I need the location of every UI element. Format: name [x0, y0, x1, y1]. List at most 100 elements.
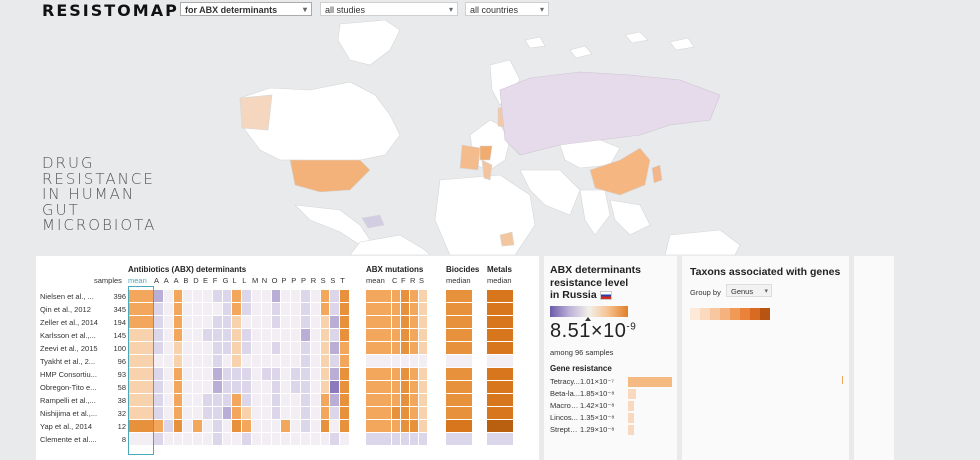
- heatmap-cell[interactable]: [301, 394, 310, 406]
- heatmap-cell[interactable]: [330, 290, 340, 302]
- heatmap-cell[interactable]: [173, 290, 183, 302]
- heatmap-cell[interactable]: [330, 420, 340, 432]
- heatmap-cell[interactable]: [310, 316, 320, 328]
- data-type-select[interactable]: for ABX determinants ▾: [180, 2, 312, 16]
- heatmap-cell[interactable]: [183, 329, 193, 341]
- heatmap-cell[interactable]: [252, 342, 261, 354]
- heatmap-cell[interactable]: [419, 342, 427, 354]
- column-header[interactable]: S: [419, 276, 425, 285]
- heatmap-cell[interactable]: [320, 433, 330, 445]
- heatmap-cell[interactable]: [212, 290, 222, 302]
- heatmap-cell[interactable]: [232, 368, 242, 380]
- heatmap-cell[interactable]: [366, 342, 391, 354]
- heatmap-cell[interactable]: [271, 394, 281, 406]
- heatmap-cell[interactable]: [173, 381, 183, 393]
- heatmap-cell[interactable]: [340, 342, 349, 354]
- heatmap-cell[interactable]: [446, 394, 472, 406]
- heatmap-cell[interactable]: [261, 433, 271, 445]
- heatmap-cell[interactable]: [154, 316, 163, 328]
- heatmap-cell[interactable]: [291, 316, 300, 328]
- heatmap-cell[interactable]: [193, 355, 202, 367]
- heatmap-cell[interactable]: [340, 433, 349, 445]
- column-header[interactable]: M: [252, 276, 259, 285]
- heatmap-cell[interactable]: [401, 407, 409, 419]
- column-header[interactable]: T: [340, 276, 345, 285]
- heatmap-cell[interactable]: [301, 420, 310, 432]
- heatmap-cell[interactable]: [222, 342, 232, 354]
- heatmap-cell[interactable]: [392, 355, 400, 367]
- heatmap-cell[interactable]: [487, 368, 513, 380]
- study-name[interactable]: HMP Consortiu...: [40, 370, 97, 379]
- heatmap-cell[interactable]: [154, 433, 163, 445]
- heatmap-cell[interactable]: [410, 407, 418, 419]
- heatmap-cell[interactable]: [320, 290, 330, 302]
- heatmap-cell[interactable]: [232, 420, 242, 432]
- study-name[interactable]: Clemente et al....: [40, 435, 97, 444]
- heatmap-cell[interactable]: [271, 290, 281, 302]
- study-name[interactable]: Nishijima et al.,...: [40, 409, 98, 418]
- column-header[interactable]: F: [212, 276, 218, 285]
- heatmap-cell[interactable]: [301, 316, 310, 328]
- heatmap-cell[interactable]: [232, 316, 242, 328]
- heatmap-cell[interactable]: [222, 329, 232, 341]
- heatmap-cell[interactable]: [242, 342, 251, 354]
- heatmap-cell[interactable]: [128, 368, 153, 380]
- heatmap-cell[interactable]: [193, 342, 202, 354]
- heatmap-cell[interactable]: [410, 316, 418, 328]
- heatmap-cell[interactable]: [366, 303, 391, 315]
- heatmap-cell[interactable]: [330, 433, 340, 445]
- heatmap-cell[interactable]: [392, 368, 400, 380]
- heatmap-cell[interactable]: [163, 394, 173, 406]
- heatmap-cell[interactable]: [128, 420, 153, 432]
- heatmap-cell[interactable]: [310, 355, 320, 367]
- heatmap-cell[interactable]: [252, 329, 261, 341]
- heatmap-cell[interactable]: [281, 407, 291, 419]
- heatmap-cell[interactable]: [330, 394, 340, 406]
- heatmap-cell[interactable]: [419, 290, 427, 302]
- heatmap-cell[interactable]: [291, 355, 300, 367]
- heatmap-cell[interactable]: [291, 394, 300, 406]
- heatmap-cell[interactable]: [261, 394, 271, 406]
- heatmap-cell[interactable]: [301, 433, 310, 445]
- column-header[interactable]: median: [487, 276, 512, 285]
- heatmap-cell[interactable]: [222, 368, 232, 380]
- heatmap-cell[interactable]: [487, 407, 513, 419]
- heatmap-cell[interactable]: [212, 433, 222, 445]
- heatmap-cell[interactable]: [487, 394, 513, 406]
- heatmap-cell[interactable]: [222, 407, 232, 419]
- heatmap-cell[interactable]: [163, 290, 173, 302]
- heatmap-cell[interactable]: [291, 342, 300, 354]
- heatmap-cell[interactable]: [330, 316, 340, 328]
- heatmap-cell[interactable]: [446, 290, 472, 302]
- heatmap-cell[interactable]: [446, 342, 472, 354]
- column-header[interactable]: O: [271, 276, 278, 285]
- heatmap-cell[interactable]: [401, 290, 409, 302]
- heatmap-cell[interactable]: [419, 329, 427, 341]
- study-name[interactable]: Karlsson et al.,...: [40, 331, 96, 340]
- heatmap-cell[interactable]: [242, 290, 251, 302]
- heatmap-cell[interactable]: [173, 303, 183, 315]
- column-header[interactable]: P: [291, 276, 297, 285]
- column-header[interactable]: R: [410, 276, 416, 285]
- heatmap-cell[interactable]: [291, 290, 300, 302]
- heatmap-cell[interactable]: [203, 290, 212, 302]
- heatmap-cell[interactable]: [222, 303, 232, 315]
- heatmap-cell[interactable]: [232, 394, 242, 406]
- heatmap-cell[interactable]: [340, 394, 349, 406]
- heatmap-cell[interactable]: [291, 303, 300, 315]
- heatmap-cell[interactable]: [281, 290, 291, 302]
- heatmap-cell[interactable]: [401, 433, 409, 445]
- study-name[interactable]: Zeller et al., 2014: [40, 318, 98, 327]
- heatmap-cell[interactable]: [281, 433, 291, 445]
- heatmap-cell[interactable]: [193, 290, 202, 302]
- heatmap-cell[interactable]: [446, 407, 472, 419]
- heatmap-cell[interactable]: [281, 355, 291, 367]
- heatmap-cell[interactable]: [487, 290, 513, 302]
- study-name[interactable]: Yap et al., 2014: [40, 422, 92, 431]
- heatmap-cell[interactable]: [446, 368, 472, 380]
- heatmap-cell[interactable]: [232, 303, 242, 315]
- heatmap-cell[interactable]: [173, 394, 183, 406]
- heatmap-cell[interactable]: [366, 407, 391, 419]
- heatmap-cell[interactable]: [281, 420, 291, 432]
- heatmap-cell[interactable]: [212, 381, 222, 393]
